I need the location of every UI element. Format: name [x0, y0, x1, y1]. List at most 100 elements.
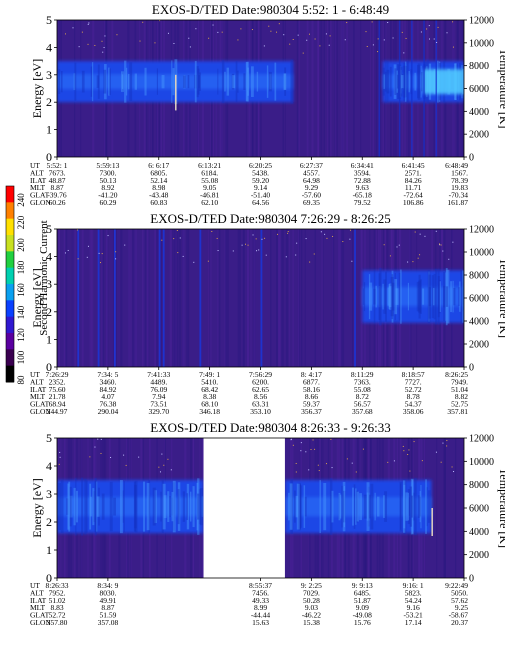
table-cell: -46.81 [200, 191, 220, 200]
table-cell: 8:11:29 [351, 370, 374, 379]
energy-band-texture [226, 67, 230, 96]
y2-tick-label: 0 [469, 153, 474, 164]
row-label: GLON [30, 618, 51, 627]
speckle [417, 257, 419, 259]
energy-band-texture [237, 70, 239, 93]
energy-band-texture [402, 74, 404, 90]
heatmap-stripe [463, 438, 464, 578]
y-tick-label: 3 [46, 277, 52, 291]
energy-band-texture [167, 491, 170, 522]
colorbar-frame [5, 185, 15, 383]
vertical-streak [423, 20, 425, 157]
table-cell: 5:59:13 [96, 161, 119, 170]
heatmap-stripe [186, 229, 189, 367]
table-cell: 357.68 [352, 407, 373, 416]
speckle [332, 235, 334, 237]
table-cell: 7673. [49, 168, 66, 177]
speckle [161, 453, 163, 455]
energy-band-texture [125, 67, 128, 96]
energy-band-texture [74, 62, 77, 101]
speckle [452, 21, 454, 23]
y2-tick-label: 0 [469, 363, 474, 374]
energy-band-texture [177, 482, 181, 531]
table-cell: -70.34 [449, 191, 469, 200]
y-tick-label: 0 [46, 360, 52, 374]
table-cell: 8.87 [101, 603, 114, 612]
energy-band-texture [353, 484, 356, 529]
speckle [312, 439, 314, 441]
energy-band-texture [192, 486, 195, 528]
speckle [159, 471, 161, 473]
energy-band-texture [435, 268, 438, 325]
energy-band-texture [388, 286, 392, 308]
energy-band-texture [382, 67, 385, 96]
vertical-streak [354, 229, 356, 367]
speckle [297, 34, 299, 36]
energy-band-texture [403, 65, 406, 98]
table-cell: 358.06 [403, 407, 424, 416]
energy-band-texture [75, 490, 78, 523]
energy-band-texture [382, 283, 384, 310]
table-cell: 62.10 [201, 198, 218, 207]
energy-band-texture [123, 480, 125, 533]
speckle [278, 23, 280, 25]
row-label: UT [30, 370, 40, 379]
heatmap-stripe [361, 229, 363, 367]
table-cell: -51.40 [251, 191, 271, 200]
energy-band-texture [359, 493, 362, 521]
heatmap-stripe [338, 229, 341, 367]
energy-band-texture [363, 494, 367, 519]
energy-band-texture [425, 479, 427, 534]
y2-tick-label: 10000 [469, 248, 494, 259]
table-cell: 79.52 [354, 198, 371, 207]
table-cell: 7949. [451, 377, 468, 386]
energy-band-texture [373, 270, 376, 323]
colorbar-swatch [6, 218, 14, 236]
speckle [329, 35, 331, 37]
colorbar-tick-label: 120 [16, 328, 26, 342]
energy-band-texture [427, 490, 431, 523]
speckle [305, 238, 307, 240]
energy-band-texture [90, 66, 93, 97]
vertical-streak [398, 20, 401, 157]
energy-band-texture [161, 480, 164, 533]
speckle [355, 471, 357, 473]
energy-band-texture [183, 74, 186, 89]
table-cell: 5438. [252, 168, 269, 177]
energy-band-texture [374, 492, 376, 521]
y2-tick-label: 10000 [469, 457, 494, 468]
speckle [103, 47, 105, 49]
energy-band-texture [431, 275, 434, 319]
vertical-streak [435, 20, 438, 157]
colorbar-tick-label: 160 [16, 283, 26, 297]
y-tick-label: 1 [46, 332, 52, 346]
speckle [189, 46, 191, 48]
table-cell: 8030. [99, 588, 116, 597]
energy-band-texture [400, 75, 404, 89]
heatmap-stripe [304, 229, 306, 367]
vertical-streak [97, 229, 100, 367]
table-cell: 9.09 [356, 603, 369, 612]
speckle [387, 22, 389, 24]
table-cell: 8:34: 9 [97, 581, 118, 590]
table-cell: 57.62 [451, 596, 468, 605]
energy-band-texture [171, 497, 174, 516]
energy-band-texture [366, 482, 370, 531]
heatmap-stripe [144, 229, 148, 367]
heatmap-stripe [285, 229, 289, 367]
table-cell: 6:41:45 [402, 161, 425, 170]
heatmap-area [57, 229, 464, 367]
heatmap-stripe [370, 20, 372, 157]
energy-band-texture [356, 491, 359, 522]
energy-band-texture [409, 486, 413, 527]
heatmap-stripe [130, 229, 132, 367]
speckle [296, 242, 298, 244]
table-cell: 62.65 [252, 385, 269, 394]
speckle [268, 25, 270, 27]
heatmap-stripe [322, 229, 324, 367]
speckle [302, 52, 304, 54]
heatmap-stripe [292, 229, 294, 367]
speckle [366, 46, 368, 48]
heatmap-stripe [329, 20, 332, 157]
speckle [261, 238, 263, 240]
